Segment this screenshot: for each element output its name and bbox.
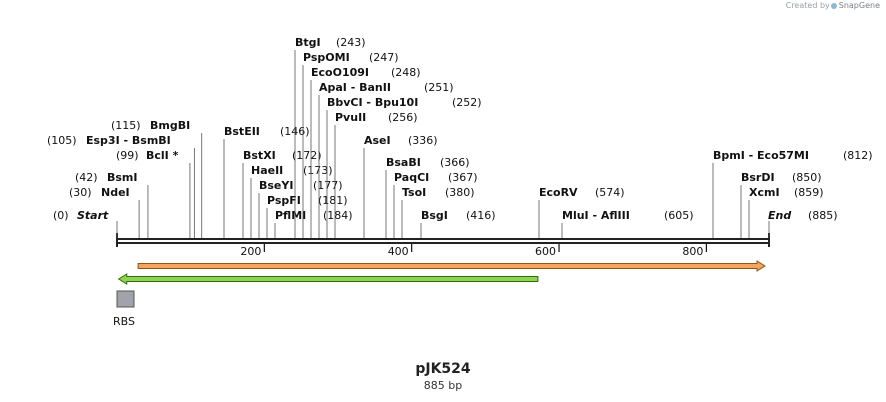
site-ecorv[interactable]: EcoRV [539,186,578,199]
site-position-bseyi: (177) [313,179,343,192]
site-position-pflmi: (184) [323,209,353,222]
rbs-feature-box [116,290,135,308]
site-bsmi[interactable]: BsmI [107,171,138,184]
ruler-tick-label: 400 [388,245,409,258]
site-position-bsrdi: (850) [792,171,822,184]
site-btgi[interactable]: BtgI [295,36,321,49]
site-position-pspfi: (181) [318,194,348,207]
site-start[interactable]: Start [77,209,109,222]
orf-forward-arrow [137,260,766,272]
site-position-ecoo109i: (248) [391,66,421,79]
site-position-pspomi: (247) [369,51,399,64]
site-end[interactable]: End [768,209,791,222]
site-position-bsgi: (416) [466,209,496,222]
plasmid-name: pJK524 [415,361,471,377]
site-position-mlui-afliii: (605) [664,209,694,222]
site-position-tsoi: (380) [445,186,475,199]
backbone-left-cap [116,233,118,247]
site-position-bpmi-eco57mi: (812) [843,149,873,162]
site-position-xcmi: (859) [794,186,824,199]
site-pflmi[interactable]: PflMI [275,209,306,222]
site-bsgi[interactable]: BsgI [421,209,448,222]
backbone-top-strand [117,238,769,240]
site-position-bsmi: (42) [75,171,98,184]
site-pvuii[interactable]: PvuII [335,111,366,124]
orf-reverse-arrow [117,273,539,285]
site-mlui-afliii[interactable]: MluI - AflIII [562,209,630,222]
site-position-ecorv: (574) [595,186,625,199]
snapgene-logo-icon [830,2,837,9]
site-bbvci-bpu10i[interactable]: BbvCI - Bpu10I [327,96,418,109]
site-tsoi[interactable]: TsoI [402,186,426,199]
site-pspfi[interactable]: PspFI [267,194,301,207]
ruler-tick-label: 600 [535,245,556,258]
site-position-bstxi: (172) [292,149,322,162]
plasmid-length: 885 bp [423,379,463,392]
site-pspomi[interactable]: PspOMI [303,51,350,64]
site-bpmi-eco57mi[interactable]: BpmI - Eco57MI [713,149,809,162]
site-position-btgi: (243) [336,36,366,49]
site-position-bsabi: (366) [440,156,470,169]
ruler-tick-label: 800 [682,245,703,258]
site-position-haeii: (173) [303,164,333,177]
credit-brand: SnapGene [838,1,880,10]
backbone-bottom-strand [117,242,769,244]
site-ndei[interactable]: NdeI [101,186,130,199]
site-bsrdi[interactable]: BsrDI [741,171,775,184]
site-bseyi[interactable]: BseYI [259,179,293,192]
site-ecoo109i[interactable]: EcoO109I [311,66,369,79]
site-bsabi[interactable]: BsaBI [386,156,421,169]
site-bmgbi[interactable]: BmgBI [150,119,190,132]
site-xcmi[interactable]: XcmI [749,186,780,199]
site-bcli[interactable]: BclI * [146,149,179,162]
site-position-bmgbi: (115) [111,119,141,132]
backbone-right-cap [768,233,770,247]
site-position-pvuii: (256) [388,111,418,124]
site-haeii[interactable]: HaeII [251,164,283,177]
site-position-apai-banii: (251) [424,81,454,94]
site-apai-banii[interactable]: ApaI - BanII [319,81,391,94]
site-bstxi[interactable]: BstXI [243,149,276,162]
site-position-bbvci-bpu10i: (252) [452,96,482,109]
site-position-paqci: (367) [448,171,478,184]
site-position-ndei: (30) [69,186,92,199]
site-position-esp3i-bsmbi: (105) [47,134,77,147]
snapgene-credit: Created by SnapGene [786,1,880,10]
ruler-tick-label: 200 [240,245,261,258]
site-position-asei: (336) [408,134,438,147]
site-position-bcli: (99) [116,149,139,162]
site-bsteii[interactable]: BstEII [224,125,260,138]
site-asei[interactable]: AseI [364,134,391,147]
site-paqci[interactable]: PaqCI [394,171,429,184]
site-position-end: (885) [808,209,838,222]
site-position-start: (0) [53,209,69,222]
rbs-feature-label: RBS [113,315,135,328]
credit-prefix: Created by [785,1,830,10]
site-esp3i-bsmbi[interactable]: Esp3I - BsmBI [86,134,171,147]
